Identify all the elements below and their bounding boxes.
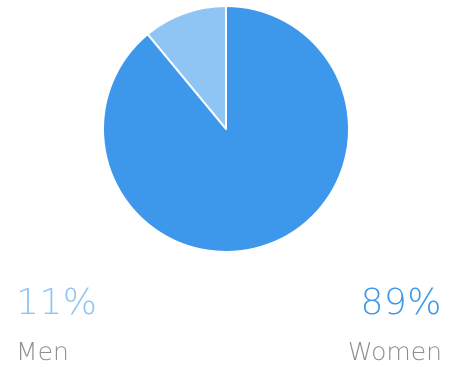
women-percent-label: 89% [360,282,442,323]
pie-slice-women [102,5,351,253]
legend-item-women: 89% Women [348,283,442,367]
men-category-label: Men [16,337,69,366]
pie-slice-men [146,5,227,130]
legend-item-men: 11% Men [16,283,98,367]
men-percent-label: 11% [16,282,98,323]
women-category-label: Women [347,337,442,366]
